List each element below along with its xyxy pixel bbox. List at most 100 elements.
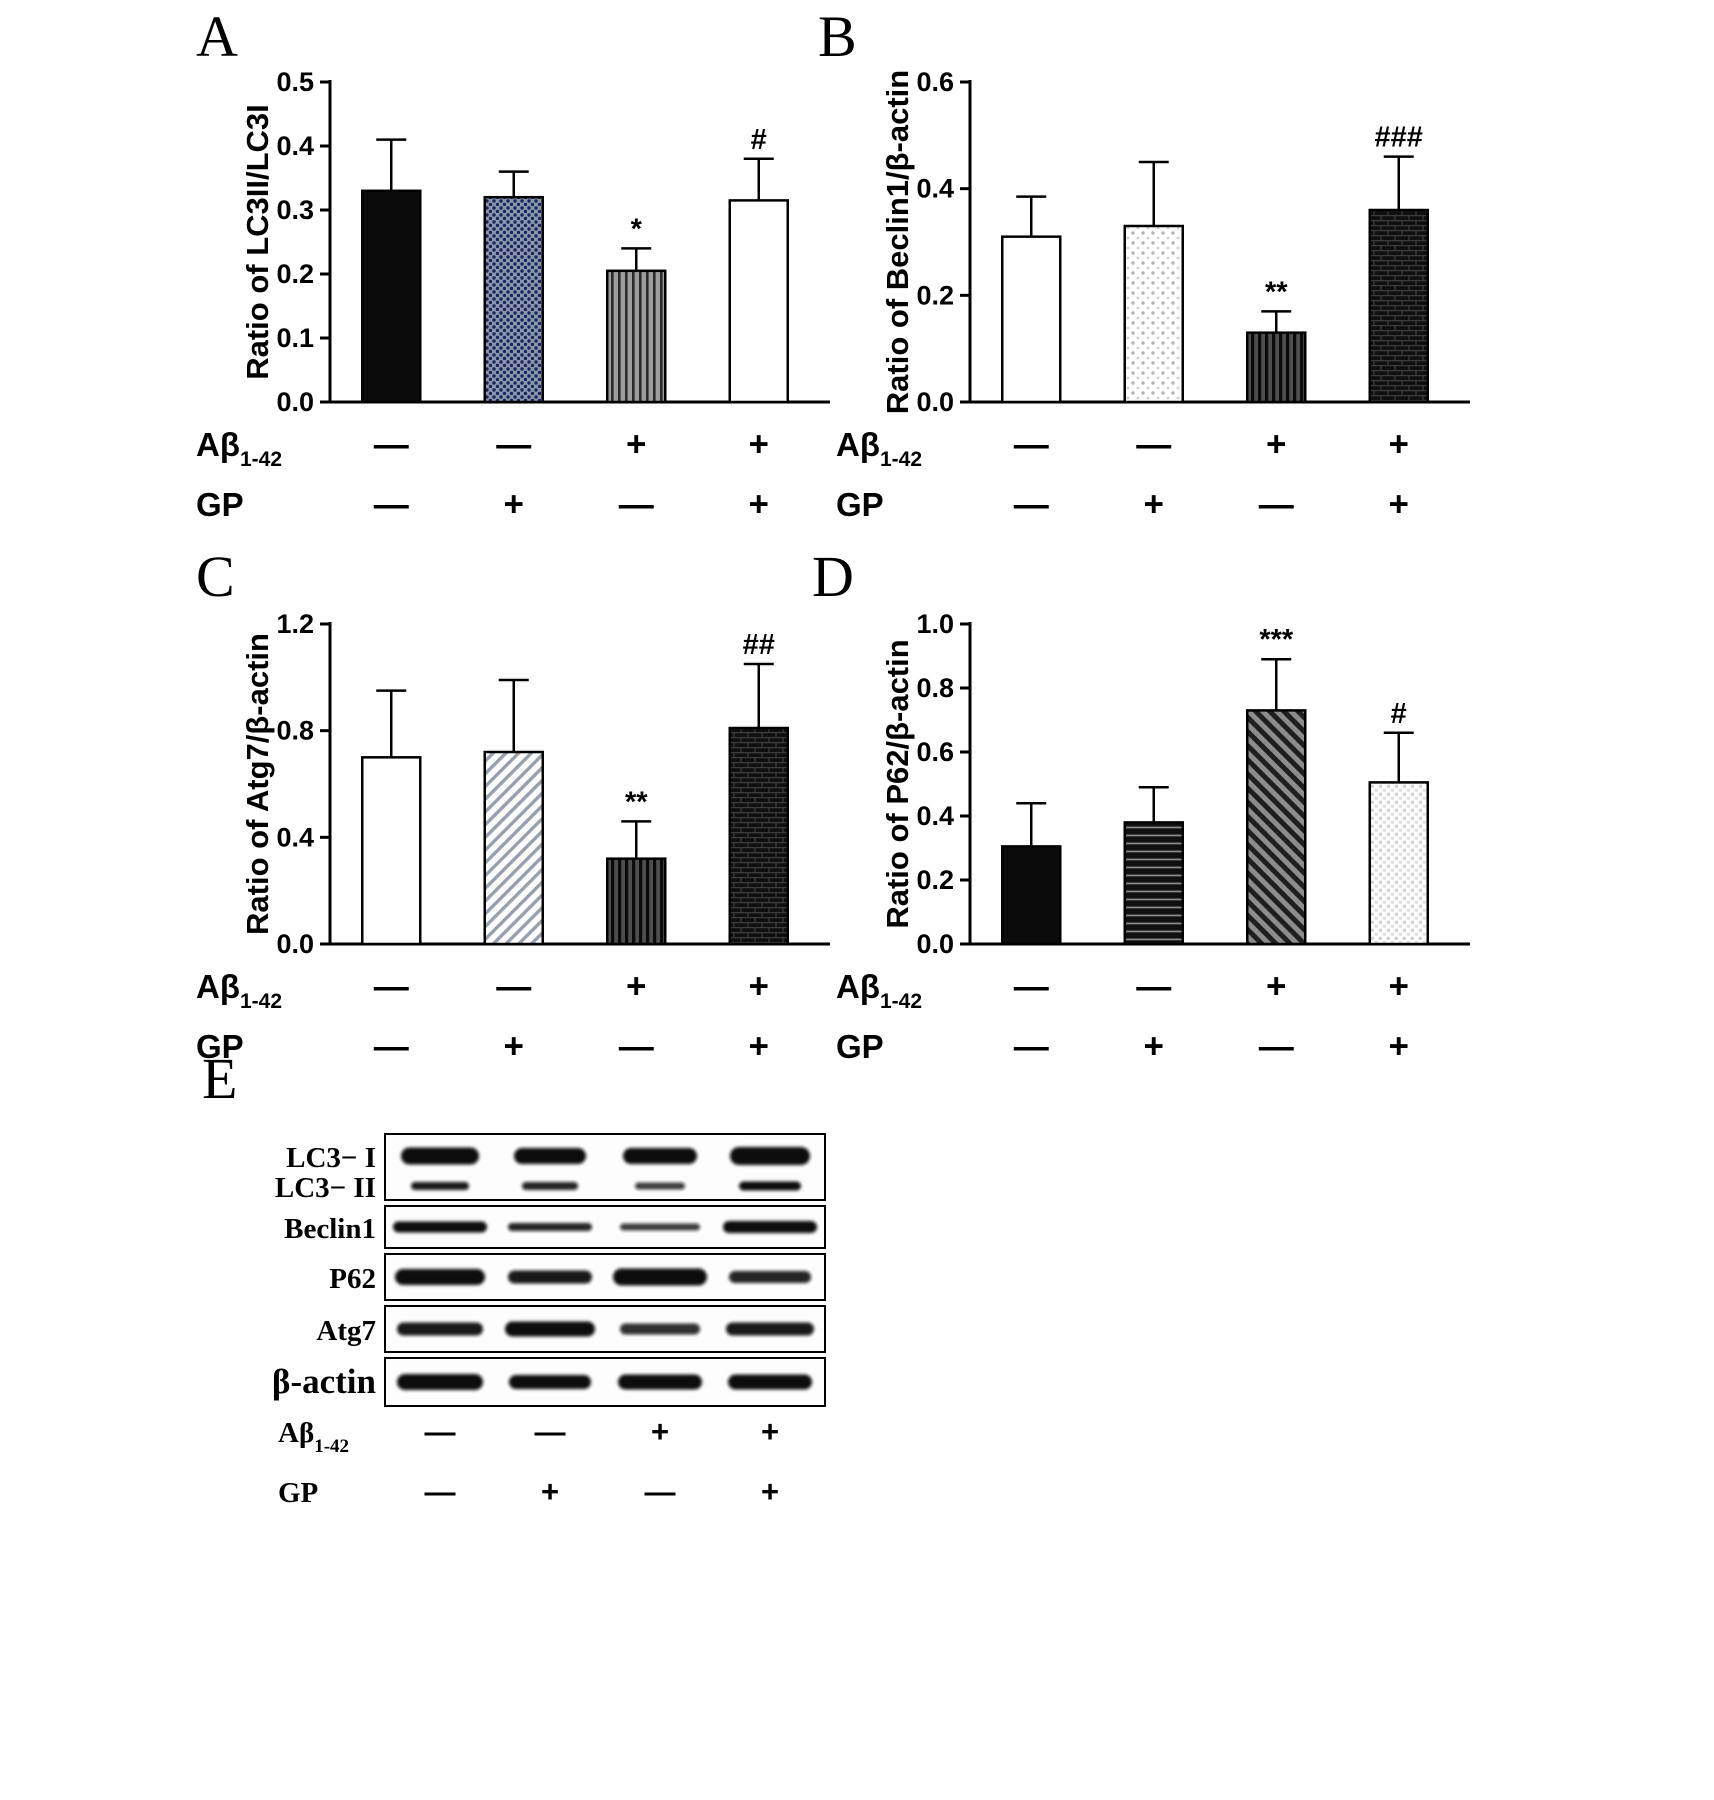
condition-row-label: Aβ1-42 [836, 968, 922, 1013]
y-axis-label: Ratio of Beclin1/β-actin [880, 70, 915, 414]
blot-band [620, 1323, 700, 1335]
condition-symbol: + [1266, 967, 1286, 1006]
condition-symbol: + [1389, 485, 1409, 524]
y-axis-label: Ratio of Atg7/β-actin [240, 633, 275, 935]
condition-symbol: + [749, 485, 769, 524]
condition-symbol: — [1014, 1027, 1049, 1066]
blot-band [613, 1268, 707, 1286]
condition-symbol: — [1014, 967, 1049, 1006]
condition-symbol: — [374, 1027, 409, 1066]
y-tick-label: 1.2 [276, 609, 314, 639]
bar-3 [728, 726, 789, 946]
blot-band [730, 1147, 810, 1165]
blot-band [618, 1374, 702, 1390]
significance-label: ## [743, 629, 775, 661]
blot-band [729, 1271, 811, 1283]
condition-symbol: — [645, 1474, 676, 1509]
condition-symbol: + [626, 425, 646, 464]
condition-symbol: + [749, 425, 769, 464]
y-tick-label: 0.0 [916, 387, 954, 417]
y-tick-label: 0.0 [276, 929, 314, 959]
y-axis-label: Ratio of P62/β-actin [880, 639, 915, 928]
blot-row-label: LC3− II [275, 1172, 376, 1204]
blot-band [397, 1322, 483, 1336]
condition-row-label: Aβ1-42 [278, 1417, 349, 1457]
y-tick-label: 0.4 [916, 174, 954, 204]
y-tick-label: 0.6 [916, 737, 954, 767]
panel-e-letter: E [202, 1046, 238, 1111]
condition-row-label: Aβ1-42 [196, 968, 282, 1013]
blot-band [635, 1182, 685, 1190]
bar-0 [361, 189, 422, 404]
blot-band [401, 1147, 479, 1165]
y-tick-label: 0.5 [276, 67, 314, 97]
significance-label: *** [1259, 624, 1294, 656]
y-tick-label: 1.0 [916, 609, 954, 639]
bar-3 [728, 199, 789, 404]
y-tick-label: 0.2 [916, 280, 954, 310]
blot-band [728, 1374, 812, 1390]
y-tick-label: 0.2 [916, 865, 954, 895]
condition-symbol: + [1389, 967, 1409, 1006]
bar-0 [361, 756, 422, 946]
bar-0 [1001, 235, 1062, 404]
blot-band [739, 1181, 801, 1191]
blot-band [411, 1182, 469, 1190]
blot-row-label: LC3− I [286, 1142, 376, 1174]
significance-label: ** [1265, 276, 1288, 308]
significance-label: * [631, 213, 643, 245]
y-tick-label: 0.4 [276, 822, 314, 852]
condition-symbol: — [1136, 425, 1171, 464]
blot-row-label: Beclin1 [284, 1213, 376, 1245]
condition-symbol: — [1136, 967, 1171, 1006]
blot-band [726, 1322, 814, 1336]
condition-symbol: + [541, 1474, 559, 1509]
condition-symbol: — [374, 425, 409, 464]
bar-2 [1246, 331, 1307, 404]
blot-band [393, 1221, 487, 1233]
panel-d-letter: D [812, 544, 854, 609]
blot-band [397, 1374, 483, 1390]
bar-1 [483, 750, 544, 946]
significance-label: ### [1375, 122, 1423, 154]
significance-label: # [1391, 698, 1407, 730]
blot-band [522, 1182, 578, 1190]
condition-symbol: — [374, 967, 409, 1006]
panel-a-letter: A [196, 4, 238, 69]
panel-b-letter: B [818, 4, 857, 69]
condition-symbol: + [504, 1027, 524, 1066]
condition-symbol: + [1144, 1027, 1164, 1066]
condition-symbol: — [496, 967, 531, 1006]
y-axis-label: Ratio of LC3II/LC3I [240, 104, 275, 380]
bar-0 [1001, 845, 1062, 946]
bar-1 [1123, 224, 1184, 404]
condition-symbol: — [1014, 485, 1049, 524]
bar-2 [1246, 709, 1307, 946]
condition-symbol: — [619, 1027, 654, 1066]
y-tick-label: 0.8 [276, 716, 314, 746]
bar-3 [1368, 208, 1429, 404]
blot-row-label: Atg7 [316, 1315, 376, 1347]
y-tick-label: 0.0 [276, 387, 314, 417]
bar-1 [483, 195, 544, 404]
blot-band [395, 1269, 485, 1285]
condition-symbol: + [1389, 1027, 1409, 1066]
blot-band [508, 1270, 592, 1284]
condition-symbol: + [1389, 425, 1409, 464]
condition-symbol: — [425, 1474, 456, 1509]
y-tick-label: 0.3 [276, 195, 314, 225]
blot-band [514, 1148, 586, 1164]
condition-row-label: GP [278, 1477, 318, 1509]
blot-band [505, 1321, 595, 1337]
bar-2 [606, 857, 667, 946]
condition-row-label: GP [196, 486, 244, 523]
blot-band [508, 1223, 592, 1231]
blot-band [509, 1375, 591, 1389]
bar-2 [606, 269, 667, 404]
